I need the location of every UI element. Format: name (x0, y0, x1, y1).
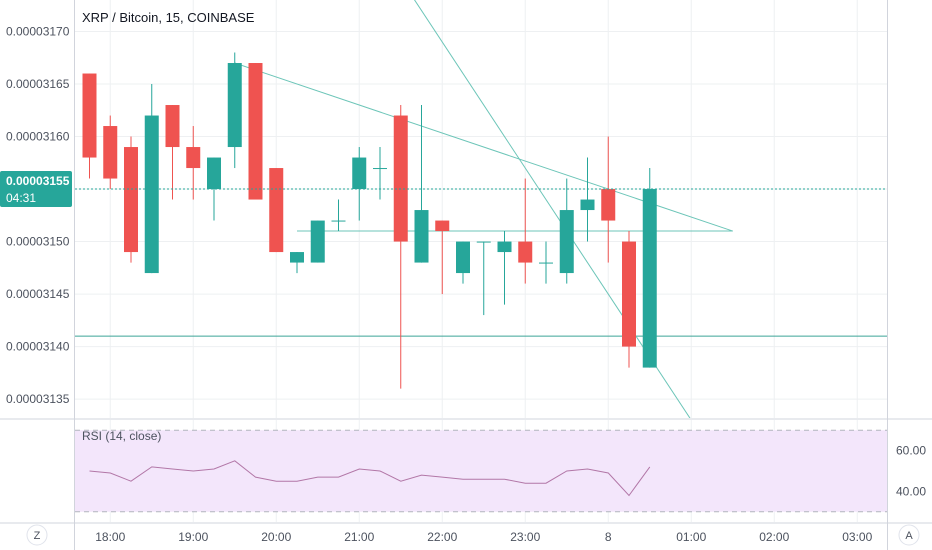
candle-body (331, 220, 346, 222)
candle-body (186, 147, 201, 169)
candles[interactable] (82, 52, 657, 389)
price-badge: 0.00003155 04:31 (0, 171, 72, 207)
candle[interactable] (103, 115, 118, 190)
auto-scale-button-label: A (905, 530, 913, 542)
candle-body (352, 157, 367, 190)
rsi-tick-label: 40.00 (896, 484, 926, 498)
candle[interactable] (269, 168, 284, 253)
candle[interactable] (144, 84, 159, 274)
candle[interactable] (476, 241, 491, 316)
candle-body (476, 241, 491, 243)
auto-scale-button[interactable] (898, 524, 920, 546)
candle[interactable] (310, 220, 325, 263)
rsi-series-line[interactable] (89, 460, 651, 497)
rsi-axis[interactable]: 60.00 40.00 (896, 444, 926, 499)
candle[interactable] (165, 105, 180, 200)
candle[interactable] (186, 126, 201, 200)
price-tick-label: 0.00003145 (6, 287, 70, 301)
time-tick-label: 21:00 (344, 530, 374, 544)
candle[interactable] (435, 220, 450, 295)
candle-body (456, 241, 470, 274)
time-tick-label: 02:00 (759, 530, 789, 544)
timezone-button[interactable] (26, 524, 48, 546)
candle-body (207, 157, 221, 190)
candle[interactable] (518, 178, 533, 284)
candle[interactable] (559, 178, 574, 284)
candle[interactable] (207, 157, 221, 221)
price-tick-label: 0.00003170 (6, 25, 70, 39)
candle-body (227, 63, 242, 148)
time-axis[interactable]: 18:00 19:00 20:00 21:00 22:00 23:00 8 01:00 02:0… (95, 530, 872, 544)
price-tick-label: 0.00003135 (6, 392, 70, 406)
time-tick-label: 18:00 (95, 530, 125, 544)
candle-body (103, 126, 118, 179)
candle[interactable] (642, 168, 657, 368)
candle[interactable] (393, 105, 408, 389)
candle[interactable] (601, 136, 616, 263)
main-pane[interactable] (75, 0, 887, 418)
candle[interactable] (539, 241, 553, 284)
candle[interactable] (414, 105, 429, 263)
chart-title[interactable]: XRP / Bitcoin, 15, COINBASE (82, 10, 255, 25)
candle-body (393, 115, 408, 242)
price-tick-label: 0.00003150 (6, 235, 70, 249)
time-tick-label: 20:00 (261, 530, 291, 544)
price-tick-label: 0.00003160 (6, 130, 70, 144)
price-axis[interactable]: 0.00003170 0.00003165 0.00003160 0.00003155… (6, 25, 70, 407)
candle[interactable] (248, 63, 263, 200)
candle[interactable] (580, 157, 595, 242)
price-tick-label: 0.00003140 (6, 340, 70, 354)
price-badge-countdown: 04:31 (6, 191, 36, 205)
candle-body (601, 189, 616, 221)
candle-body (310, 220, 325, 263)
candle-body (269, 168, 284, 253)
candle-body (144, 115, 159, 274)
candle[interactable] (124, 136, 138, 263)
candle-body (373, 168, 387, 170)
candle[interactable] (622, 231, 636, 368)
candle[interactable] (456, 241, 470, 284)
price-badge-value: 0.00003155 (6, 174, 70, 188)
rsi-band (75, 429, 887, 513)
candle-body (580, 199, 595, 211)
candle-body (435, 220, 450, 232)
candle-body (622, 241, 636, 347)
candle[interactable] (290, 252, 304, 274)
time-tick-label: 23:00 (510, 530, 540, 544)
time-tick-label: 01:00 (676, 530, 706, 544)
candle-body (290, 252, 304, 263)
price-badge-box (0, 171, 72, 207)
candle-body (497, 241, 512, 253)
rsi-band-fill (75, 430, 887, 512)
time-tick-label: 19:00 (178, 530, 208, 544)
candle[interactable] (331, 199, 346, 232)
price-tick-label: 0.00003165 (6, 77, 70, 91)
candle-body (165, 105, 180, 148)
time-tick-label: 8 (605, 530, 612, 544)
candle[interactable] (373, 147, 387, 200)
candle[interactable] (352, 147, 367, 221)
candle[interactable] (227, 52, 242, 169)
time-tick-label: 22:00 (427, 530, 457, 544)
candle-body (539, 262, 553, 264)
timezone-button-label: Z (34, 530, 41, 542)
candle-body (82, 73, 97, 158)
candle-body (248, 63, 263, 200)
rsi-legend[interactable]: RSI (14, close) (82, 429, 161, 443)
candle-body (414, 210, 429, 263)
candle[interactable] (497, 231, 512, 305)
time-tick-label: 03:00 (842, 530, 872, 544)
rsi-tick-label: 60.00 (896, 444, 926, 458)
candle-body (518, 241, 533, 263)
candle-body (642, 189, 657, 368)
candle[interactable] (82, 73, 97, 179)
candle-body (124, 147, 138, 253)
candle-body (559, 210, 574, 274)
